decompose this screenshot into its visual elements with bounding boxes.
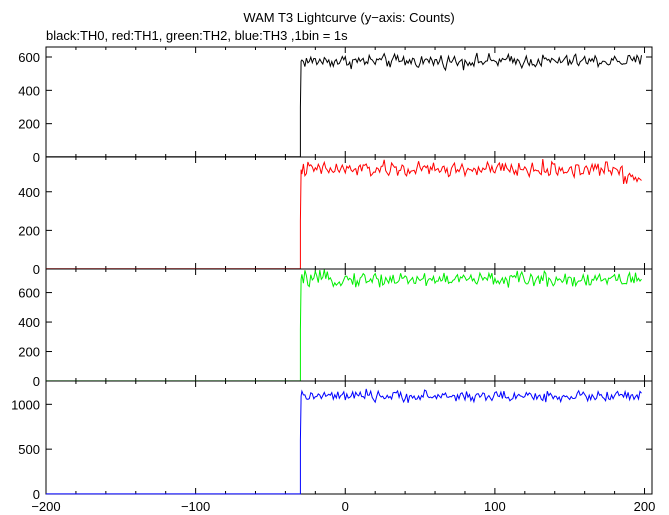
panel-th0: 0 200 400 600: [18, 46, 653, 165]
panel-th1: 0 200 400: [18, 156, 653, 277]
y-tick-label: 400: [18, 185, 40, 200]
y-tick-label: 400: [18, 83, 40, 98]
y-tick-label: 0: [33, 487, 40, 502]
y-tick-label: 200: [18, 117, 40, 132]
panel-th2: 0 200 400 600: [18, 268, 653, 389]
x-tick-label: 100: [484, 499, 506, 514]
y-tick-label: 0: [33, 150, 40, 165]
panel-frame: [45, 156, 653, 270]
y-tick-label: 1000: [11, 397, 40, 412]
panels-group: 02004006000200400020040060005001000−200−…: [11, 46, 655, 514]
series-line-th0: [46, 52, 642, 158]
panel-frame: [45, 268, 653, 382]
y-tick-label: 600: [18, 50, 40, 65]
y-tick-label: 400: [18, 315, 40, 330]
x-axis-labels: −200 −100 0 100 200: [31, 499, 655, 514]
series-line-th3: [46, 388, 642, 495]
chart-subtitle: black:TH0, red:TH1, green:TH2, blue:TH3 …: [46, 28, 348, 43]
y-tick-label: 600: [18, 286, 40, 301]
y-tick-label: 200: [18, 223, 40, 238]
x-tick-label: 200: [634, 499, 656, 514]
panel-th3: 0 500 1000: [11, 380, 653, 502]
x-tick-label: −100: [181, 499, 210, 514]
y-tick-label: 500: [18, 442, 40, 457]
y-tick-label: 200: [18, 345, 40, 360]
series-line-th1: [46, 158, 642, 270]
panel-frame: [45, 380, 653, 495]
y-tick-label: 0: [33, 374, 40, 389]
chart-title: WAM T3 Lightcurve (y−axis: Counts): [243, 10, 454, 25]
series-line-th2: [46, 269, 642, 382]
x-tick-label: 0: [342, 499, 349, 514]
x-tick-label: −200: [31, 499, 60, 514]
y-tick-label: 0: [33, 262, 40, 277]
